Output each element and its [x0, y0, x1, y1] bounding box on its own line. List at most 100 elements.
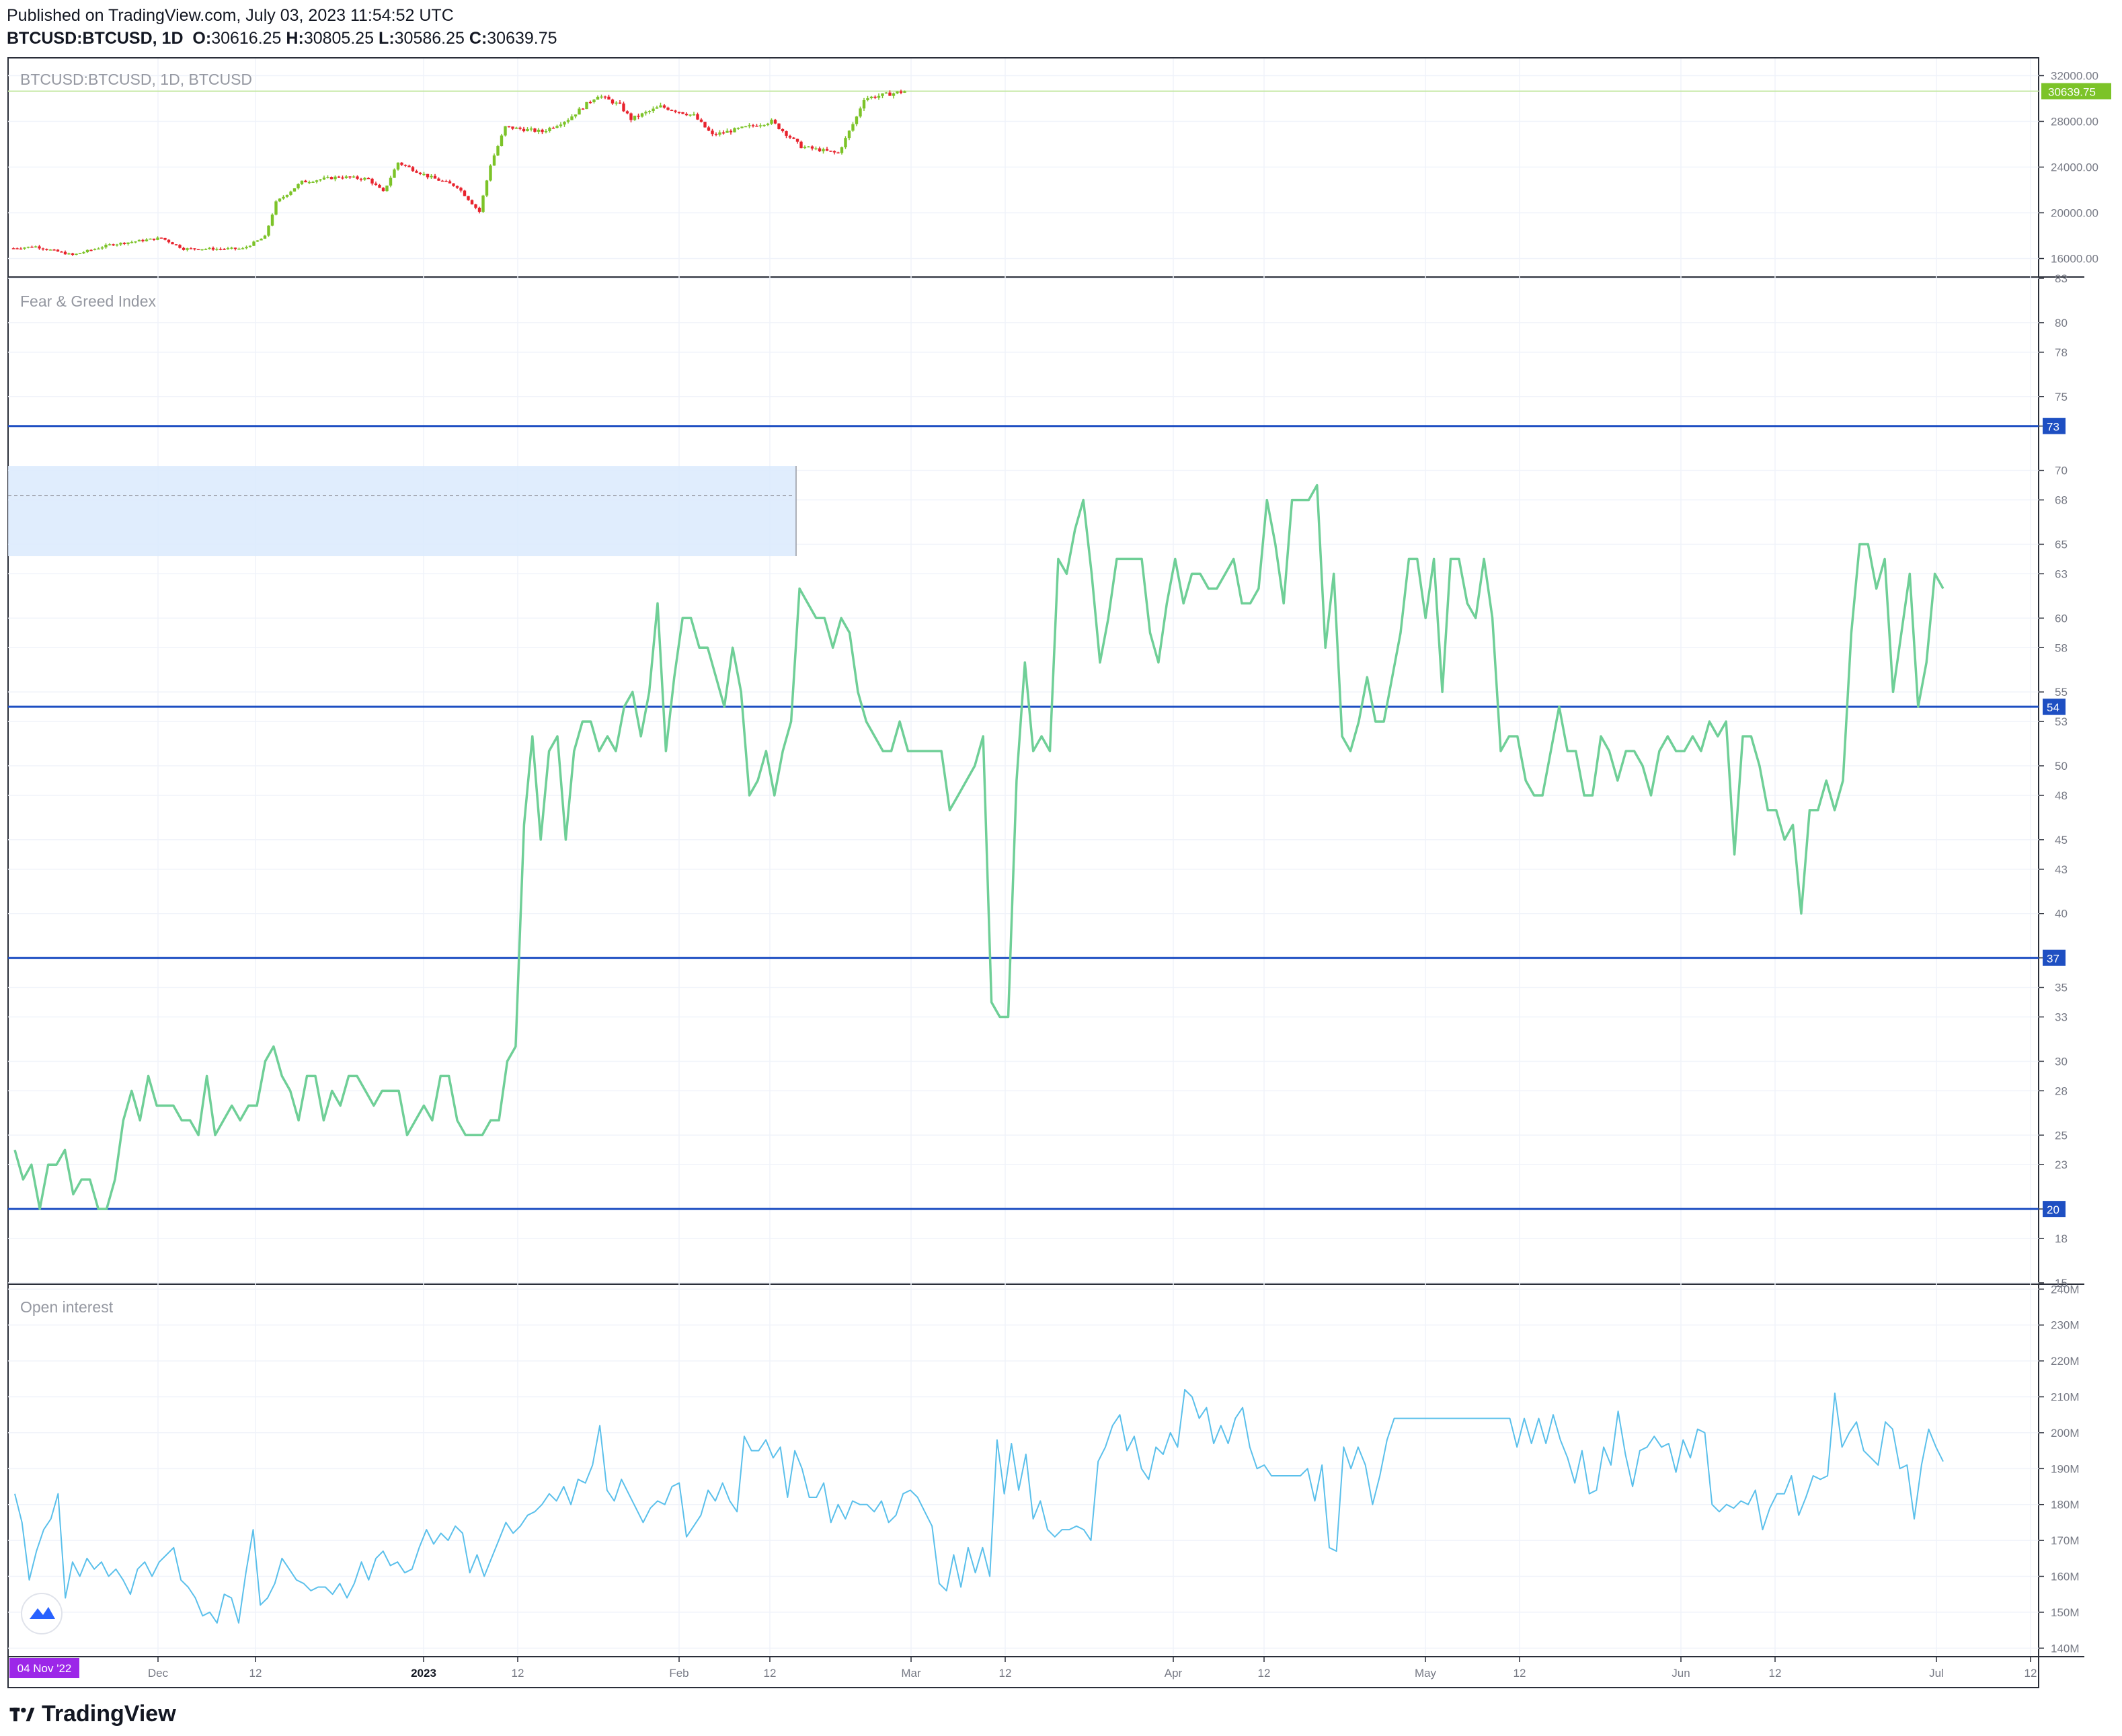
high-label: H: — [286, 29, 304, 48]
candle-body — [544, 130, 548, 132]
candle-body — [67, 253, 71, 255]
candle-body — [359, 178, 363, 180]
candle-body — [108, 244, 112, 245]
candle-body — [637, 116, 640, 117]
candle-body — [260, 239, 263, 241]
candle-body — [38, 246, 41, 249]
candle-body — [551, 127, 555, 129]
candle-body — [381, 188, 385, 192]
date-tag — [9, 1658, 79, 1678]
candle-body — [326, 177, 329, 178]
candle-body — [629, 113, 633, 120]
candle-body — [115, 244, 119, 246]
fg-tick-label: 18 — [2055, 1232, 2068, 1245]
symbol-label: BTCUSD:BTCUSD, 1D — [7, 29, 184, 48]
candle-body — [186, 248, 189, 250]
candle-body — [607, 96, 611, 100]
candle-body — [877, 95, 881, 98]
candle-body — [566, 120, 570, 122]
candle-body — [137, 239, 141, 242]
time-tick-label: 12 — [2025, 1667, 2037, 1680]
candle-body — [26, 246, 30, 248]
price-tick-label: 16000.00 — [2051, 253, 2098, 266]
candle-body — [718, 132, 721, 135]
fg-tick-label: 23 — [2055, 1158, 2068, 1171]
candle-body — [615, 102, 618, 104]
candle-body — [832, 151, 836, 153]
candle-body — [263, 235, 267, 239]
oi-tick-label: 160M — [2051, 1571, 2080, 1583]
candle-body — [237, 248, 241, 250]
oi-tick-label: 200M — [2051, 1427, 2080, 1439]
candle-body — [411, 167, 415, 171]
fg-tick-label: 68 — [2055, 494, 2068, 507]
ohlc-line: BTCUSD:BTCUSD, 1D O:30616.25 H:30805.25 … — [7, 27, 557, 50]
candle-body — [736, 128, 740, 129]
candle-body — [500, 135, 504, 147]
candle-body — [433, 175, 437, 179]
candle-body — [504, 126, 507, 136]
candle-body — [278, 198, 282, 202]
candle-body — [122, 243, 126, 244]
time-tick-label: 12 — [999, 1667, 1012, 1680]
candle-body — [145, 239, 149, 241]
candle-body — [758, 125, 762, 126]
low-label: L: — [379, 29, 395, 48]
candle-body — [795, 139, 799, 142]
candle-body — [511, 126, 514, 129]
candle-body — [662, 105, 666, 108]
candle-body — [378, 184, 381, 188]
close-value: 30639.75 — [487, 29, 557, 48]
candle-body — [807, 146, 810, 148]
candle-body — [655, 107, 659, 109]
candle-body — [477, 207, 481, 212]
candle-body — [448, 181, 452, 184]
fg-tick-label: 65 — [2055, 538, 2068, 551]
candle-body — [193, 248, 196, 249]
candle-body — [204, 249, 208, 250]
candle-body — [63, 251, 67, 255]
candle-body — [903, 91, 906, 93]
candle-body — [489, 165, 492, 181]
candle-body — [766, 123, 770, 125]
candle-body — [721, 132, 725, 134]
candle-body — [352, 176, 356, 177]
time-tick-label: Mar — [901, 1667, 921, 1680]
candle-body — [223, 249, 226, 250]
candle-body — [159, 237, 163, 239]
candle-body — [241, 248, 245, 249]
fg-level-tag — [2043, 1201, 2066, 1218]
candle-body — [407, 165, 411, 167]
candle-body — [748, 125, 751, 126]
tradingview-brand: TradingView — [9, 1701, 176, 1727]
candle-body — [467, 196, 470, 200]
candle-body — [829, 151, 832, 152]
candle-body — [896, 91, 899, 93]
candle-body — [507, 126, 511, 128]
candle-body — [644, 112, 647, 114]
candle-body — [859, 108, 862, 117]
low-value: 30586.25 — [394, 29, 465, 48]
candle-body — [182, 247, 186, 250]
candle-body — [78, 253, 82, 255]
price-tick-label: 24000.00 — [2051, 161, 2098, 174]
candle-body — [366, 177, 370, 180]
fg-tick-label: 40 — [2055, 908, 2068, 920]
fg-tick-label: 25 — [2055, 1129, 2068, 1142]
candle-body — [344, 176, 348, 178]
candle-body — [585, 102, 588, 110]
candle-body — [633, 116, 637, 120]
candle-body — [725, 130, 729, 133]
candle-body — [289, 191, 292, 195]
candle-body — [256, 240, 260, 242]
fg-level-label: 54 — [2047, 701, 2059, 714]
candle-body — [496, 146, 500, 156]
candle-body — [522, 128, 526, 132]
candle-body — [104, 244, 108, 247]
candle-body — [41, 248, 45, 249]
candle-body — [563, 122, 566, 125]
candle-body — [437, 178, 440, 181]
time-tick-label: Jul — [1929, 1667, 1944, 1680]
candle-body — [71, 253, 75, 255]
